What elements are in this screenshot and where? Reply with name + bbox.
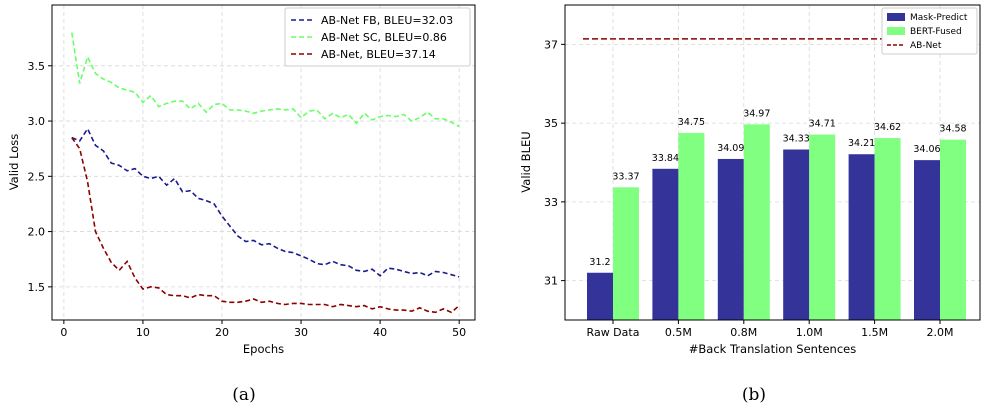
x-tick-label: 30 [294,326,308,339]
bar-value-label: 34.21 [848,138,875,149]
legend-entry: BERT-Fused [910,27,962,37]
bar-value-label: 34.71 [809,119,836,130]
legend-box [881,7,978,55]
legend-box [284,7,471,67]
bar-value-label: 34.06 [913,144,940,155]
y-tick-label: 35 [544,117,558,130]
series-line-2 [71,32,460,128]
bar-value-label: 34.58 [939,124,966,135]
series-line-3 [71,137,460,314]
series-line-1 [71,127,460,278]
bars: 31.2 33.84 34.09 34.33 34.21 34.06 33.37 34.75 3… [587,108,967,321]
x-tick-label: 1.0M [796,326,823,339]
x-tick-label: 0.8M [730,326,757,339]
legend-entry: AB-Net [910,41,942,51]
plot-frame [564,4,981,321]
bar-chart-valid-bleu: 31.2 33.84 34.09 34.33 34.21 34.06 33.37 34.75 3… [519,4,981,405]
bar-value-label: 34.33 [783,134,810,145]
bar-mask-predict [652,168,679,320]
bar-bert-fused [940,139,966,320]
y-tick-label: 1.5 [28,281,46,294]
bar-bert-fused [613,187,639,320]
legend: Mask-Predict BERT-Fused AB-Net [881,7,978,55]
bar-mask-predict [914,160,940,320]
x-axis-ticks: 0 10 20 30 40 50 [60,320,466,339]
y-tick-label: 3.5 [28,60,46,73]
bar-mask-predict [587,272,613,320]
x-axis-ticks: Raw Data 0.5M 0.8M 1.0M 1.5M 2.0M [587,320,954,339]
y-tick-label: 37 [544,38,558,51]
bar-mask-predict [717,158,744,320]
bar-bert-fused [743,124,770,321]
x-axis-label: Epochs [243,342,284,356]
x-tick-label: 2.0M [927,326,954,339]
bar-bert-fused [874,138,901,320]
bar-value-label: 34.75 [678,117,705,128]
y-axis-ticks: 1.5 2.0 2.5 3.0 3.5 [28,60,52,294]
legend-entry: AB-Net SC, BLEU=0.86 [321,31,447,44]
plot-frame [51,4,476,321]
x-tick-label: 0 [60,326,67,339]
bar-value-label: 34.09 [717,143,744,154]
bar-value-label: 31.2 [589,257,610,268]
x-tick-label: 40 [373,326,387,339]
y-axis-label: Valid Loss [7,134,21,191]
bar-value-label: 33.84 [652,153,679,164]
bar-bert-fused [809,134,836,320]
x-tick-label: 0.5M [665,326,692,339]
bar-mask-predict [848,154,875,320]
caption-a: (a) [232,385,255,405]
bar-value-label: 34.62 [874,122,901,133]
x-tick-label: 20 [215,326,229,339]
legend-entry: AB-Net, BLEU=37.14 [321,48,436,61]
legend-swatch [887,13,905,21]
x-tick-label: 10 [136,326,150,339]
x-axis-label: #Back Translation Sentences [689,342,856,356]
legend-entry: AB-Net FB, BLEU=32.03 [321,14,453,27]
line-chart-valid-loss: 0 10 20 30 40 50 1.5 2.0 2.5 3.0 3.5 Epochs Valid… [7,4,476,405]
y-tick-label: 3.0 [28,115,46,128]
x-tick-label: 1.5M [861,326,888,339]
y-axis-ticks: 31 33 35 37 [544,38,565,288]
legend: AB-Net FB, BLEU=32.03 AB-Net SC, BLEU=0.8… [284,7,471,67]
y-axis-label: Valid BLEU [519,131,533,192]
bar-mask-predict [783,149,810,320]
legend-swatch [887,27,905,35]
y-tick-label: 2.5 [28,170,46,183]
bar-value-label: 33.37 [612,171,639,182]
caption-b: (b) [742,385,766,405]
legend-entry: Mask-Predict [910,13,968,23]
y-tick-label: 2.0 [28,226,46,239]
y-tick-label: 31 [544,275,558,288]
x-tick-label: Raw Data [587,326,640,339]
series-lines [71,32,460,314]
y-tick-label: 33 [544,196,558,209]
bar-value-label: 34.97 [743,108,770,119]
bar-bert-fused [678,132,705,320]
x-tick-label: 50 [452,326,466,339]
